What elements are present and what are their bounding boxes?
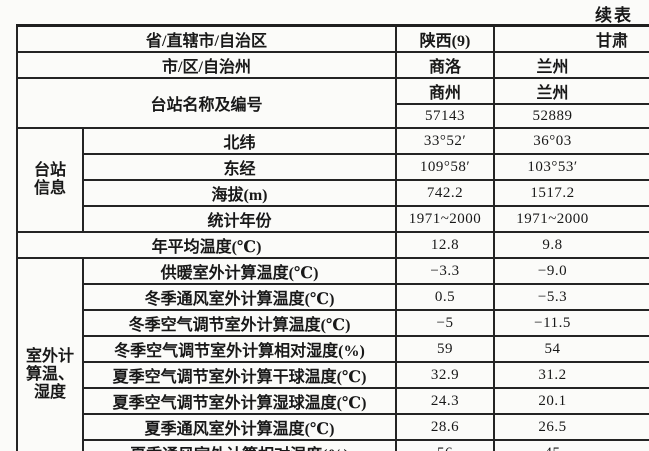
province-cell-gansu: 甘肃 [493,24,649,53]
winter-ac-temp-value-1: −5 [395,309,495,337]
annual-mean-value-2: 9.8 [493,231,649,259]
param-label-winter-ac-temp: 冬季空气调节室外计算温度(℃) [82,309,397,337]
summer-ac-drybulb-row: 夏季空气调节室外计算干球温度(℃) 32.9 31.2 [17,361,649,389]
winter-vent-temp-row: 冬季通风室外计算温度(℃) 0.5 −5.3 [17,283,649,311]
stat-years-row: 统计年份 1971~2000 1971~2000 [17,205,649,233]
annual-mean-value-1: 12.8 [395,231,495,259]
city-cell-2: 兰州 [493,51,649,79]
section-label-outdoor-calc: 室外计 算温、 湿度 [16,257,84,451]
latitude-value-2: 36°03 [493,127,649,155]
param-label-summer-ac-wetbulb: 夏季空气调节室外计算湿球温度(℃) [82,387,397,415]
param-label-heating-temp: 供暖室外计算温度(℃) [82,257,397,285]
annual-mean-label: 年平均温度(℃) [16,231,397,259]
param-label-latitude: 北纬 [82,127,397,155]
heating-temp-value-1: −3.3 [395,257,495,285]
winter-vent-temp-value-1: 0.5 [395,283,495,311]
elevation-value-1: 742.2 [395,179,495,207]
stat-years-value-1: 1971~2000 [395,205,495,233]
summer-vent-temp-row: 夏季通风室外计算温度(℃) 28.6 26.5 [17,413,649,441]
summer-vent-temp-value-2: 26.5 [493,413,649,441]
winter-ac-temp-value-2: −11.5 [493,309,649,337]
winter-vent-temp-value-2: −5.3 [493,283,649,311]
section-label-station-info: 台站 信息 [16,127,84,233]
param-label-longitude: 东经 [82,153,397,181]
param-label-stat-years: 统计年份 [82,205,397,233]
annual-mean-row: 年平均温度(℃) 12.8 9.8 [16,231,649,259]
param-label-summer-vent-rh: 夏季通风室外计算相对湿度(%) [82,439,397,451]
summer-vent-rh-value-2: 45 [493,439,649,451]
stat-years-value-2: 1971~2000 [493,205,649,233]
winter-ac-temp-row: 冬季空气调节室外计算温度(℃) −5 −11.5 [17,309,649,337]
station-name-cell-2: 兰州 [493,77,649,105]
summer-ac-wetbulb-value-2: 20.1 [493,387,649,415]
winter-ac-rh-value-1: 59 [395,335,495,363]
summer-ac-drybulb-value-2: 31.2 [493,361,649,389]
climate-design-data-table: 省/直辖市/自治区 陕西(9) 甘肃 市/区/自治州 商洛 兰州 台站名称及编号… [16,24,649,451]
station-code-row: 57143 52889 [17,103,649,129]
winter-ac-rh-row: 冬季空气调节室外计算相对湿度(%) 59 54 [17,335,649,363]
heating-temp-value-2: −9.0 [493,257,649,285]
longitude-value-1: 109°58′ [395,153,495,181]
summer-ac-wetbulb-row: 夏季空气调节室外计算湿球温度(℃) 24.3 20.1 [17,387,649,415]
summer-ac-drybulb-value-1: 32.9 [395,361,495,389]
latitude-value-1: 33°52′ [395,127,495,155]
station-name-row: 台站名称及编号 商州 兰州 [16,77,649,129]
elevation-row: 海拔(m) 742.2 1517.2 [17,179,649,207]
station-code-cell-1: 57143 [395,103,495,129]
continued-table-label: 续表 [595,6,633,25]
city-cell-1: 商洛 [395,51,495,79]
summer-vent-rh-row: 夏季通风室外计算相对湿度(%) 56 45 [17,439,649,451]
station-row-label: 台站名称及编号 [16,77,397,129]
city-row-label: 市/区/自治州 [16,51,397,79]
longitude-row: 东经 109°58′ 103°53′ [17,153,649,181]
station-code-cell-2: 52889 [493,103,649,129]
summer-vent-rh-value-1: 56 [395,439,495,451]
elevation-value-2: 1517.2 [493,179,649,207]
province-row: 省/直辖市/自治区 陕西(9) 甘肃 [16,24,649,53]
winter-ac-rh-value-2: 54 [493,335,649,363]
province-cell-shaanxi: 陕西(9) [395,24,495,53]
param-label-summer-ac-drybulb: 夏季空气调节室外计算干球温度(℃) [82,361,397,389]
param-label-summer-vent-temp: 夏季通风室外计算温度(℃) [82,413,397,441]
param-label-elevation: 海拔(m) [82,179,397,207]
city-row: 市/区/自治州 商洛 兰州 [16,51,649,79]
latitude-row: 台站 信息 北纬 33°52′ 36°03 [16,127,649,233]
summer-vent-temp-value-1: 28.6 [395,413,495,441]
heating-temp-row: 室外计 算温、 湿度 供暖室外计算温度(℃) −3.3 −9.0 [16,257,649,451]
province-row-label: 省/直辖市/自治区 [16,24,397,53]
summer-ac-wetbulb-value-1: 24.3 [395,387,495,415]
param-label-winter-ac-rh: 冬季空气调节室外计算相对湿度(%) [82,335,397,363]
station-name-cell-1: 商州 [395,77,495,105]
longitude-value-2: 103°53′ [493,153,649,181]
param-label-winter-vent-temp: 冬季通风室外计算温度(℃) [82,283,397,311]
